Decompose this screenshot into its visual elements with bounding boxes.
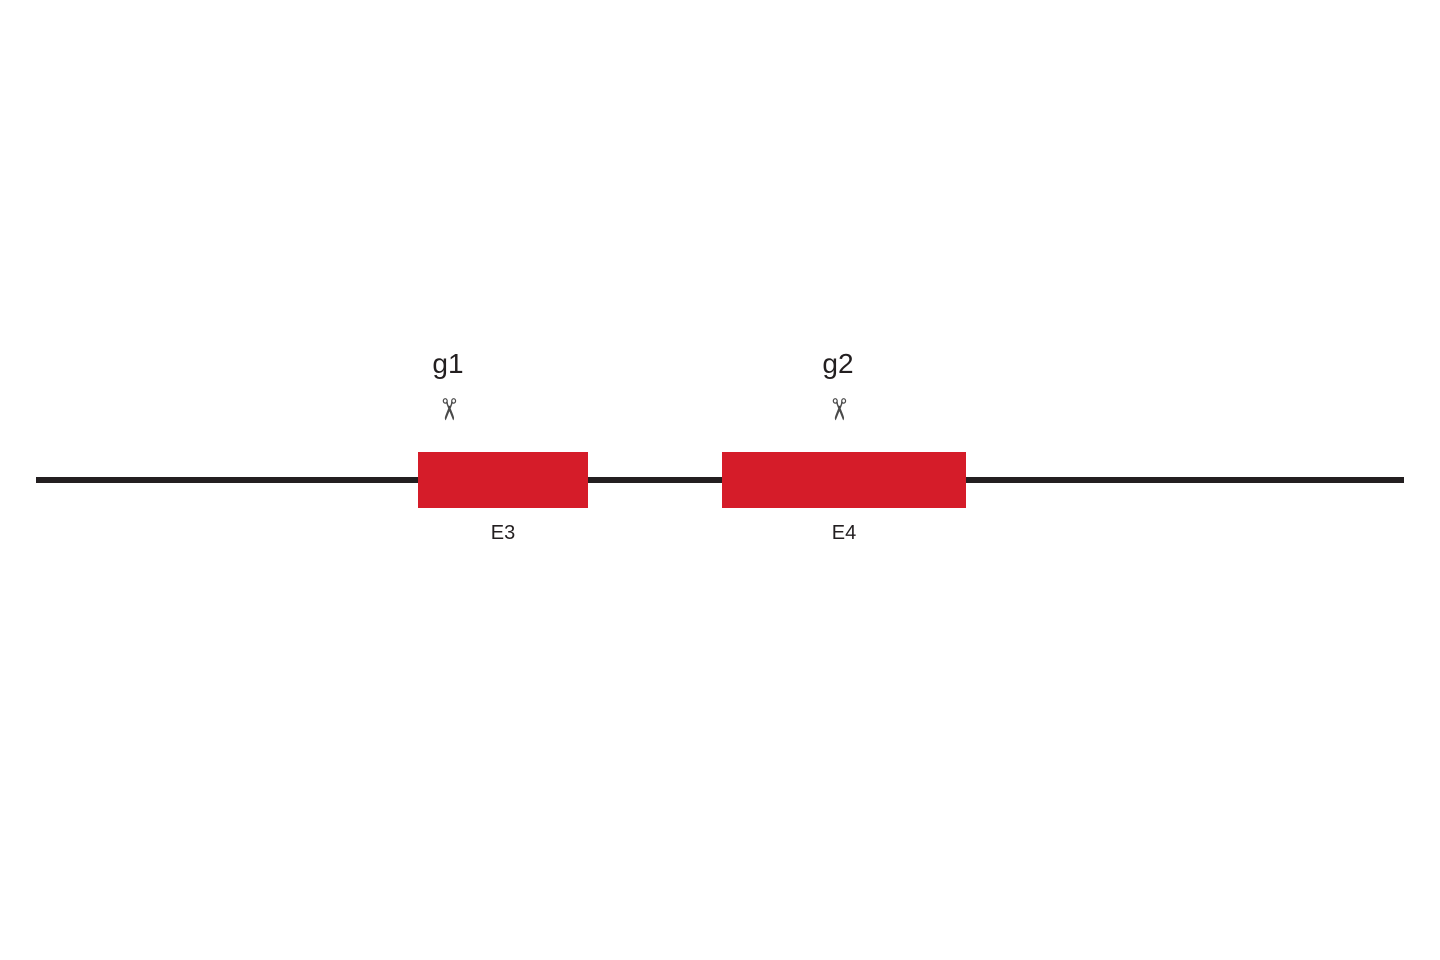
exon-e4-label: E4 (722, 522, 966, 545)
baseline (36, 477, 1404, 483)
exon-e3 (418, 452, 588, 508)
exon-e4 (722, 452, 966, 508)
exon-e3-label: E3 (418, 522, 588, 545)
scissors-icon: ✂ (821, 370, 856, 450)
scissors-icon: ✂ (431, 370, 466, 450)
gene-diagram: E3 E4 g1 ✂ g2 ✂ (0, 0, 1440, 960)
